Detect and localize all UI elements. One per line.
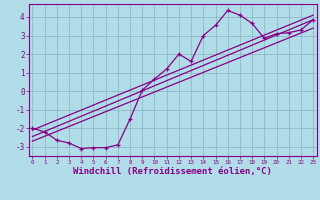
- X-axis label: Windchill (Refroidissement éolien,°C): Windchill (Refroidissement éolien,°C): [73, 167, 272, 176]
